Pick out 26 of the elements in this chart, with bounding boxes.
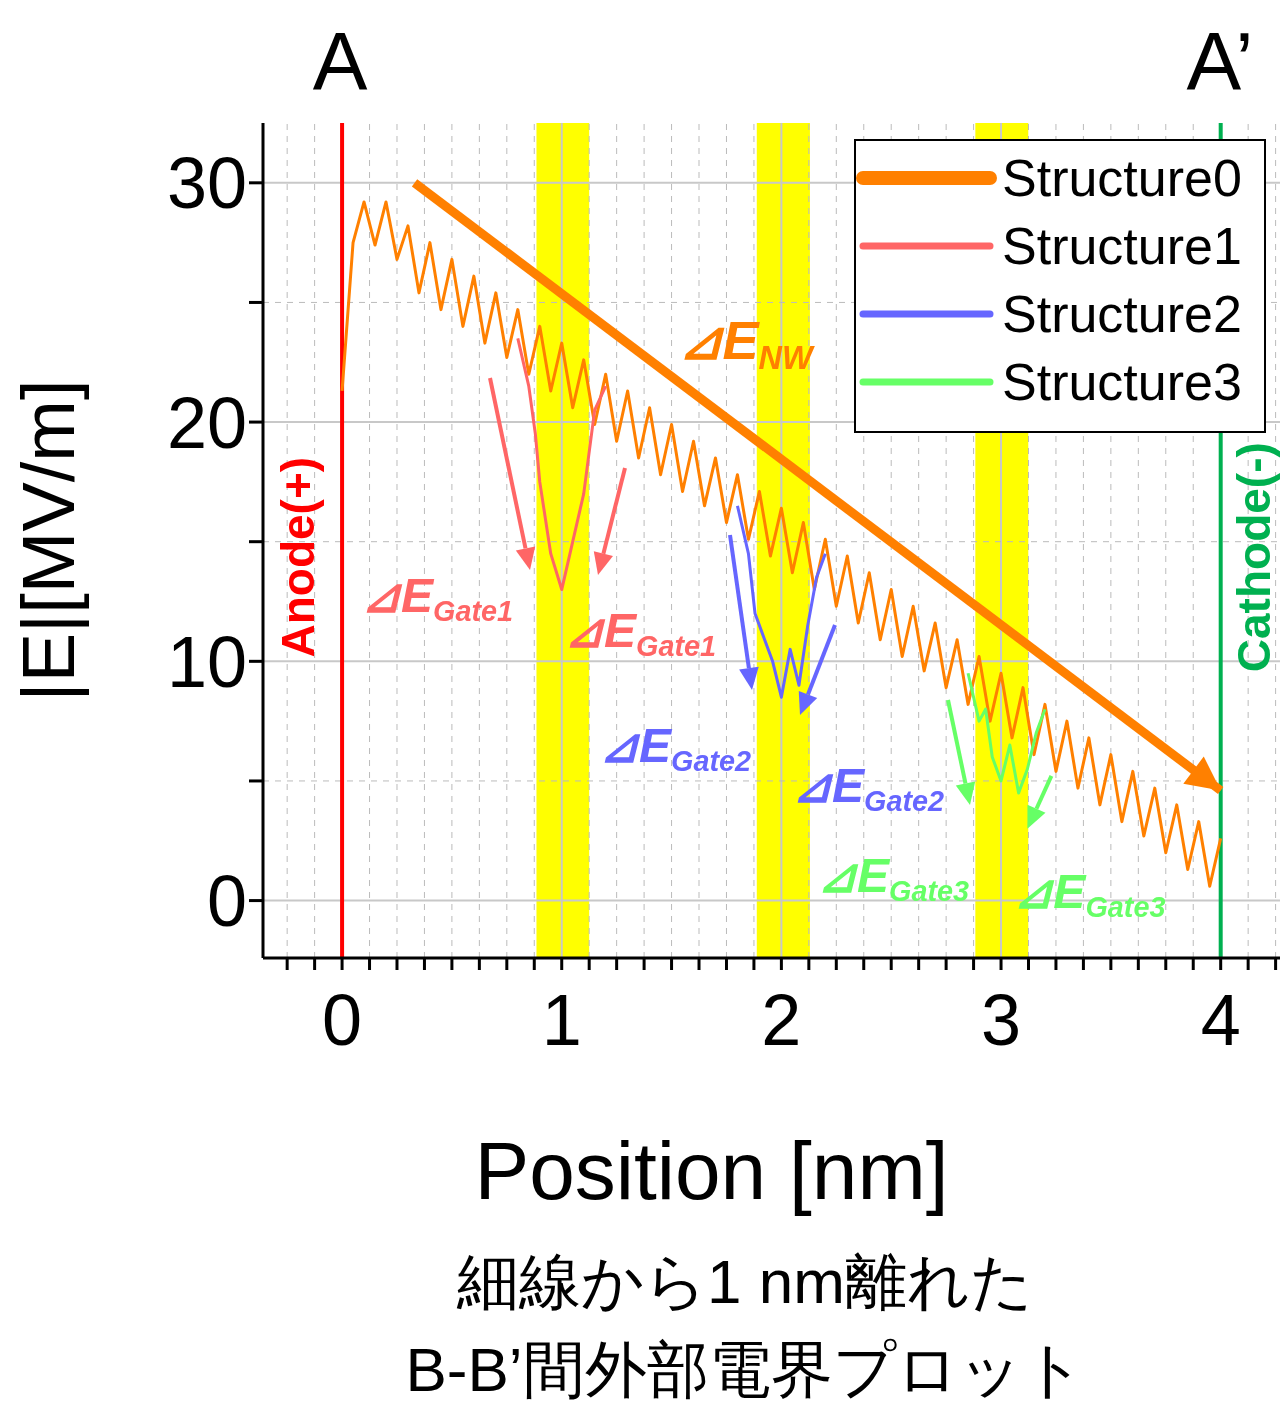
- legend-label: Structure2: [1002, 285, 1242, 343]
- y-axis-title: |E|[MV/m]: [7, 379, 91, 702]
- line-series: [966, 671, 1047, 795]
- x-tick-label: 4: [1200, 980, 1241, 1061]
- x-tick-label: 0: [322, 980, 363, 1061]
- annotation: ⊿E$_{Gate1}$: [360, 568, 514, 627]
- annotation: ⊿E$_{Gate3}$: [816, 848, 970, 907]
- x-tick-label: 2: [761, 980, 802, 1061]
- x-tick-label: 3: [981, 980, 1022, 1061]
- text: A’: [1186, 14, 1254, 106]
- ref-line-label: Cathode(-): [1227, 442, 1280, 673]
- text: 細線から1 nm離れた B-B’間外部電界プロット: [404, 1246, 1086, 1403]
- annotation: ⊿E$_{Gate2}$: [598, 718, 752, 777]
- y-tick-label: 20: [166, 382, 247, 463]
- y-tick-label: 30: [166, 143, 247, 224]
- legend-label: Structure3: [1002, 353, 1242, 411]
- line-series: [516, 336, 608, 592]
- x-tick-label: 1: [541, 980, 582, 1061]
- ref-line-label: Anode(+): [272, 456, 325, 658]
- line-series: [735, 504, 827, 699]
- text: A: [312, 14, 368, 106]
- legend-label: Structure1: [1002, 217, 1242, 275]
- y-tick-label: 10: [166, 621, 247, 702]
- x-axis-title: Position [nm]: [474, 1124, 949, 1216]
- legend-label: Structure0: [1002, 149, 1242, 207]
- y-tick-label: 0: [206, 861, 247, 942]
